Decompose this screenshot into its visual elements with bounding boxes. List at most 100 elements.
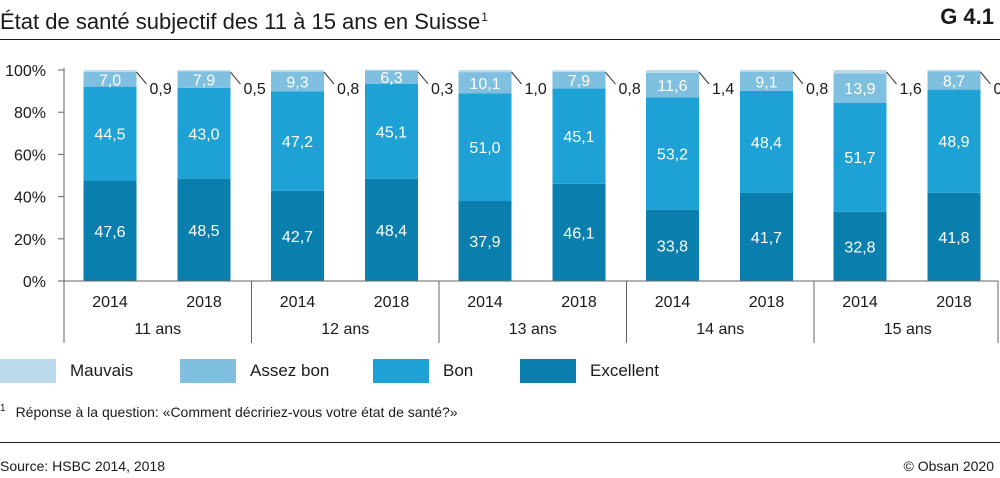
data-label-assez-bon: 7,9 — [193, 73, 215, 90]
stacked-bar-chart: 0% 20% 40% 60% 80% 100% 47,6 44,5 7,0 0,9 48,5 43,0… — [5, 63, 1000, 343]
bar-segment-mauvais — [177, 70, 231, 72]
x-tick-label-year: 2018 — [186, 294, 222, 311]
data-label-bon: 51,0 — [469, 140, 500, 157]
legend-label-bon: Bon — [443, 361, 474, 380]
data-label-bon: 48,9 — [938, 134, 969, 151]
bar-segment-excellent — [740, 193, 793, 281]
x-tick-label-year: 2014 — [842, 294, 878, 311]
data-label-bon: 44,5 — [94, 127, 125, 144]
bar-segment-mauvais — [927, 70, 981, 72]
bar-segment-bon — [833, 102, 887, 212]
data-label-mauvais: 0,6 — [994, 81, 1000, 98]
legend-swatch-assez-bon — [180, 359, 236, 383]
bar-segment-mauvais — [646, 70, 699, 73]
leader-line — [323, 71, 335, 85]
copyright-text: © Obsan 2020 — [903, 458, 995, 474]
leader-line — [417, 71, 429, 85]
chart-title: État de santé subjectif des 11 à 15 ans … — [0, 2, 488, 37]
bar-segment-assez-bon — [177, 71, 231, 88]
bar-segment-bon — [740, 90, 793, 194]
legend-item-mauvais: Mauvais — [0, 356, 133, 386]
data-label-bon: 43,0 — [188, 126, 219, 143]
leader-line — [698, 71, 710, 85]
data-label-assez-bon: 10,1 — [469, 76, 500, 93]
x-group-label: 14 ans — [696, 321, 744, 338]
bar-segment-excellent — [552, 183, 606, 281]
bar-segment-mauvais — [740, 70, 793, 72]
x-tick-label-year: 2018 — [561, 294, 597, 311]
bar-segment-assez-bon — [740, 71, 793, 91]
data-label-assez-bon: 8,7 — [943, 73, 965, 90]
bar-segment-assez-bon — [833, 73, 887, 103]
data-label-assez-bon: 13,9 — [844, 81, 875, 98]
data-label-mauvais: 0,5 — [244, 81, 266, 98]
bar-segment-bon — [552, 88, 606, 184]
leader-line — [136, 71, 147, 85]
leader-line — [886, 71, 897, 85]
footnote-marker: 1 — [0, 403, 6, 414]
chart-title-text: État de santé subjectif des 11 à 15 ans … — [0, 9, 481, 34]
legend-item-assez-bon: Assez bon — [180, 356, 329, 386]
data-label-mauvais: 0,9 — [150, 81, 172, 98]
bar-segment-excellent — [927, 192, 981, 281]
bar-segment-assez-bon — [83, 71, 137, 87]
data-label-assez-bon: 9,3 — [286, 74, 308, 91]
figure-code: G 4.1 — [940, 4, 994, 29]
legend-label-mauvais: Mauvais — [70, 361, 134, 380]
legend-swatch-mauvais — [0, 359, 56, 383]
bar-segment-mauvais — [833, 70, 887, 74]
bar-segment-mauvais — [365, 69, 418, 71]
y-tick-label: 80% — [14, 105, 46, 122]
x-tick-label-year: 2014 — [655, 294, 691, 311]
data-label-excellent: 47,6 — [94, 224, 125, 241]
data-label-bon: 53,2 — [657, 147, 688, 164]
footer-rule — [0, 442, 1000, 443]
bar-segment-assez-bon — [271, 71, 324, 92]
data-label-assez-bon: 11,6 — [658, 78, 688, 95]
bar-segment-bon — [927, 89, 981, 193]
bar-segment-excellent — [646, 209, 699, 281]
bar-segment-bon — [365, 83, 418, 179]
bar-segment-excellent — [833, 211, 887, 281]
y-tick-label: 0% — [23, 274, 46, 291]
x-group-label: 13 ans — [509, 321, 557, 338]
x-tick-label-year: 2014 — [467, 294, 503, 311]
data-label-bon: 45,1 — [376, 124, 407, 141]
legend-swatch-bon — [373, 359, 429, 383]
legend-item-excellent: Excellent — [520, 356, 659, 386]
data-label-bon: 47,2 — [282, 134, 313, 151]
bar-segment-excellent — [271, 190, 324, 281]
leader-line — [230, 71, 241, 85]
data-label-mauvais: 0,3 — [431, 81, 453, 98]
bar-segment-bon — [83, 86, 137, 181]
bar-segment-excellent — [177, 178, 231, 281]
data-label-mauvais: 1,0 — [525, 81, 547, 98]
footnote-text: Réponse à la question: «Comment décririe… — [15, 404, 458, 420]
data-label-mauvais: 0,8 — [806, 81, 828, 98]
bar-segment-excellent — [83, 180, 137, 281]
bar-segment-bon — [458, 93, 512, 202]
x-tick-label-year: 2014 — [280, 294, 316, 311]
x-group-label: 15 ans — [884, 321, 932, 338]
data-label-assez-bon: 7,0 — [99, 72, 121, 89]
bar-segment-bon — [271, 91, 324, 191]
y-tick-label: 20% — [14, 232, 46, 249]
data-label-mauvais: 1,4 — [712, 81, 734, 98]
bar-segment-mauvais — [83, 70, 137, 72]
y-tick-label: 60% — [14, 147, 46, 164]
x-group-label: 12 ans — [321, 321, 369, 338]
data-label-bon: 45,1 — [563, 129, 594, 146]
x-tick-label-year: 2018 — [749, 294, 785, 311]
data-label-assez-bon: 9,1 — [755, 74, 777, 91]
bar-segment-bon — [646, 97, 699, 210]
bar-segment-assez-bon — [646, 72, 699, 98]
data-label-mauvais: 0,8 — [337, 81, 359, 98]
bar-segment-mauvais — [458, 70, 512, 73]
legend: Mauvais Assez bon Bon Excellent — [0, 356, 1000, 386]
bar-segment-bon — [177, 87, 231, 179]
bar-segment-excellent — [458, 201, 512, 281]
data-label-assez-bon: 6,3 — [380, 70, 402, 87]
bar-segment-assez-bon — [458, 72, 512, 94]
y-tick-label: 40% — [14, 190, 46, 207]
data-label-excellent: 37,9 — [469, 234, 500, 251]
